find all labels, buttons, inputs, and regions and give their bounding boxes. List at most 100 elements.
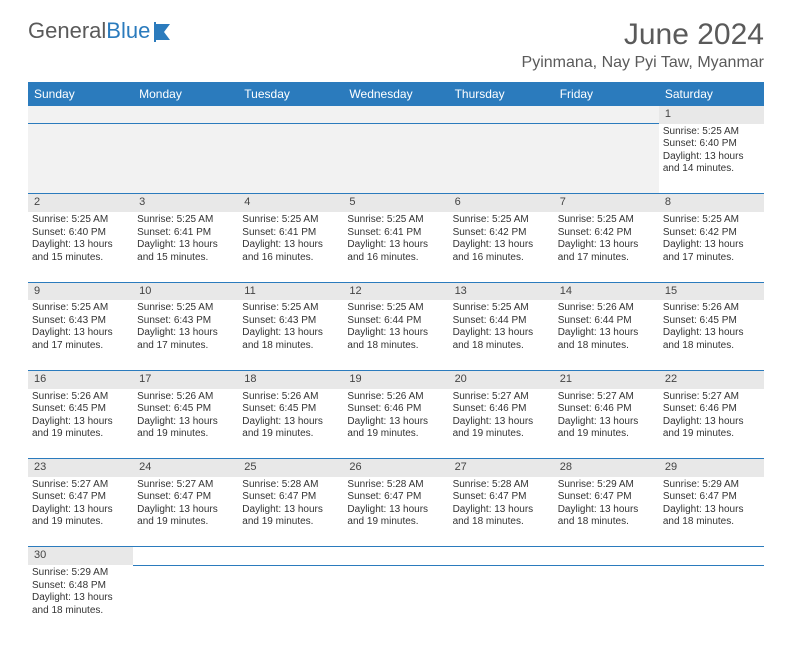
location: Pyinmana, Nay Pyi Taw, Myanmar (522, 54, 764, 72)
day-body-cell: Sunrise: 5:25 AMSunset: 6:40 PMDaylight:… (659, 124, 764, 194)
sunrise-line: Sunrise: 5:25 AM (453, 214, 550, 227)
sunrise-line: Sunrise: 5:26 AM (663, 302, 760, 315)
day-body-cell (133, 124, 238, 194)
daylight-line: Daylight: 13 hours and 19 minutes. (453, 416, 550, 441)
day-body-cell (449, 124, 554, 194)
day-number-cell: 27 (449, 459, 554, 477)
daylight-line: Daylight: 13 hours and 19 minutes. (32, 416, 129, 441)
day-number-cell: 17 (133, 370, 238, 388)
day-body-cell: Sunrise: 5:25 AMSunset: 6:41 PMDaylight:… (133, 212, 238, 282)
daylight-line: Daylight: 13 hours and 17 minutes. (558, 239, 655, 264)
day-number-cell: 13 (449, 282, 554, 300)
day-number-cell: 4 (238, 194, 343, 212)
day-number-cell (659, 547, 764, 565)
header: GeneralBlue June 2024 Pyinmana, Nay Pyi … (28, 18, 764, 72)
daylight-line: Daylight: 13 hours and 19 minutes. (32, 504, 129, 529)
sunrise-line: Sunrise: 5:29 AM (32, 567, 129, 580)
day-body-cell (343, 565, 448, 635)
day-number-cell (449, 106, 554, 124)
sunrise-line: Sunrise: 5:26 AM (32, 391, 129, 404)
sunrise-line: Sunrise: 5:26 AM (347, 391, 444, 404)
sunset-line: Sunset: 6:41 PM (242, 227, 339, 240)
day-number-cell: 3 (133, 194, 238, 212)
day-number-cell: 18 (238, 370, 343, 388)
sunset-line: Sunset: 6:44 PM (558, 315, 655, 328)
day-number-row: 16171819202122 (28, 370, 764, 388)
sunset-line: Sunset: 6:46 PM (663, 403, 760, 416)
sunrise-line: Sunrise: 5:28 AM (242, 479, 339, 492)
daylight-line: Daylight: 13 hours and 17 minutes. (32, 327, 129, 352)
sunset-line: Sunset: 6:42 PM (663, 227, 760, 240)
daylight-line: Daylight: 13 hours and 18 minutes. (453, 327, 550, 352)
day-number-cell (449, 547, 554, 565)
daylight-line: Daylight: 13 hours and 19 minutes. (137, 416, 234, 441)
daylight-line: Daylight: 13 hours and 14 minutes. (663, 151, 760, 176)
logo-flag-icon (154, 22, 180, 42)
daylight-line: Daylight: 13 hours and 15 minutes. (32, 239, 129, 264)
sunset-line: Sunset: 6:41 PM (347, 227, 444, 240)
day-number-cell: 22 (659, 370, 764, 388)
sunset-line: Sunset: 6:47 PM (453, 491, 550, 504)
day-body-cell: Sunrise: 5:25 AMSunset: 6:42 PMDaylight:… (659, 212, 764, 282)
day-number-cell: 2 (28, 194, 133, 212)
sunrise-line: Sunrise: 5:25 AM (32, 214, 129, 227)
day-body-row: Sunrise: 5:26 AMSunset: 6:45 PMDaylight:… (28, 389, 764, 459)
sunrise-line: Sunrise: 5:25 AM (137, 302, 234, 315)
day-body-cell (554, 124, 659, 194)
day-body-cell: Sunrise: 5:29 AMSunset: 6:47 PMDaylight:… (659, 477, 764, 547)
sunset-line: Sunset: 6:47 PM (347, 491, 444, 504)
sunset-line: Sunset: 6:43 PM (242, 315, 339, 328)
sunrise-line: Sunrise: 5:25 AM (242, 302, 339, 315)
day-body-row: Sunrise: 5:29 AMSunset: 6:48 PMDaylight:… (28, 565, 764, 635)
day-number-cell: 29 (659, 459, 764, 477)
calendar-table: SundayMondayTuesdayWednesdayThursdayFrid… (28, 82, 764, 635)
sunrise-line: Sunrise: 5:28 AM (347, 479, 444, 492)
sunset-line: Sunset: 6:44 PM (347, 315, 444, 328)
day-number-cell: 30 (28, 547, 133, 565)
day-number-cell: 19 (343, 370, 448, 388)
weekday-header: Thursday (449, 82, 554, 106)
day-number-cell: 14 (554, 282, 659, 300)
sunset-line: Sunset: 6:42 PM (558, 227, 655, 240)
daylight-line: Daylight: 13 hours and 18 minutes. (558, 504, 655, 529)
day-body-cell: Sunrise: 5:25 AMSunset: 6:43 PMDaylight:… (133, 300, 238, 370)
logo-text-1: General (28, 18, 106, 44)
day-body-cell: Sunrise: 5:26 AMSunset: 6:45 PMDaylight:… (133, 389, 238, 459)
day-number-cell: 25 (238, 459, 343, 477)
sunrise-line: Sunrise: 5:25 AM (663, 126, 760, 139)
day-number-cell: 5 (343, 194, 448, 212)
day-number-row: 23242526272829 (28, 459, 764, 477)
weekday-header: Wednesday (343, 82, 448, 106)
day-body-cell: Sunrise: 5:27 AMSunset: 6:47 PMDaylight:… (133, 477, 238, 547)
day-body-row: Sunrise: 5:25 AMSunset: 6:43 PMDaylight:… (28, 300, 764, 370)
daylight-line: Daylight: 13 hours and 19 minutes. (347, 504, 444, 529)
day-number-cell (238, 106, 343, 124)
day-number-cell (28, 106, 133, 124)
day-number-cell: 28 (554, 459, 659, 477)
weekday-header: Tuesday (238, 82, 343, 106)
day-body-cell: Sunrise: 5:27 AMSunset: 6:46 PMDaylight:… (449, 389, 554, 459)
day-body-cell (28, 124, 133, 194)
sunset-line: Sunset: 6:47 PM (663, 491, 760, 504)
sunrise-line: Sunrise: 5:29 AM (558, 479, 655, 492)
month-title: June 2024 (522, 18, 764, 52)
daylight-line: Daylight: 13 hours and 16 minutes. (347, 239, 444, 264)
day-body-cell: Sunrise: 5:29 AMSunset: 6:47 PMDaylight:… (554, 477, 659, 547)
sunrise-line: Sunrise: 5:27 AM (453, 391, 550, 404)
day-number-row: 1 (28, 106, 764, 124)
sunrise-line: Sunrise: 5:29 AM (663, 479, 760, 492)
daylight-line: Daylight: 13 hours and 19 minutes. (242, 416, 339, 441)
day-body-row: Sunrise: 5:25 AMSunset: 6:40 PMDaylight:… (28, 124, 764, 194)
sunset-line: Sunset: 6:40 PM (32, 227, 129, 240)
day-body-cell (238, 124, 343, 194)
day-number-cell: 8 (659, 194, 764, 212)
day-number-cell: 11 (238, 282, 343, 300)
day-number-cell (554, 547, 659, 565)
day-body-cell: Sunrise: 5:25 AMSunset: 6:42 PMDaylight:… (554, 212, 659, 282)
day-number-cell: 15 (659, 282, 764, 300)
weekday-header: Saturday (659, 82, 764, 106)
day-body-cell: Sunrise: 5:28 AMSunset: 6:47 PMDaylight:… (449, 477, 554, 547)
day-body-cell (449, 565, 554, 635)
daylight-line: Daylight: 13 hours and 19 minutes. (242, 504, 339, 529)
day-body-row: Sunrise: 5:25 AMSunset: 6:40 PMDaylight:… (28, 212, 764, 282)
